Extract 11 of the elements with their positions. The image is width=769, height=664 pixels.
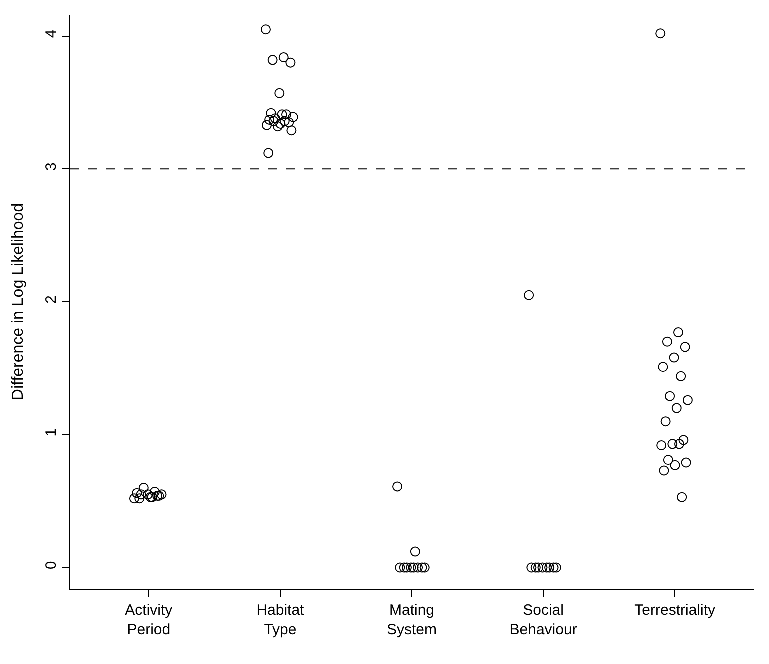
y-tick-label: 0 <box>43 561 60 570</box>
y-tick-label: 3 <box>43 162 60 172</box>
x-tick-label: Terrestriality <box>634 602 716 619</box>
x-tick-label: Activity Period <box>125 602 174 638</box>
y-tick-label: 4 <box>43 30 60 38</box>
y-tick-label: 2 <box>43 296 60 304</box>
x-tick-label: Mating System <box>386 602 438 638</box>
x-tick-label: Social Behaviour <box>510 602 578 638</box>
y-axis-title: Difference in Log Likelihood <box>10 203 27 401</box>
y-tick-label: 1 <box>43 428 60 437</box>
x-tick-label: Habitat Type <box>256 602 306 638</box>
